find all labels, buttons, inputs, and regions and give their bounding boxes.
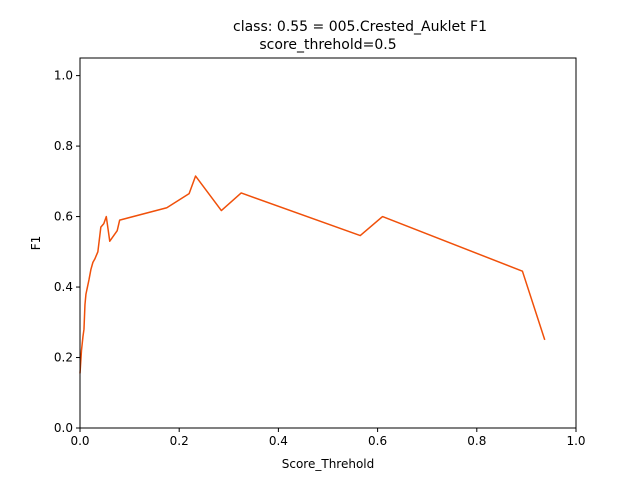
plot-area (79, 175, 546, 374)
plot-frame (79, 57, 577, 429)
x-axis-label: Score_Threhold (282, 457, 375, 471)
x-tick-label: 0.2 (170, 434, 189, 448)
y-tick-label: 0.4 (54, 280, 73, 294)
chart-title: class: 0.55 = 005.Crested_Auklet F1 (233, 19, 487, 35)
x-tick-label: 0.8 (467, 434, 486, 448)
x-tick-label: 0.6 (368, 434, 387, 448)
series-line-0 (79, 175, 546, 374)
y-tick-label: 0.2 (54, 351, 73, 365)
y-axis: 0.0 0.2 0.4 0.6 0.8 1.0 (54, 69, 80, 435)
chart-subtitle: score_threhold=0.5 (259, 37, 396, 53)
y-tick-label: 0.6 (54, 210, 73, 224)
x-axis: 0.0 0.2 0.4 0.6 0.8 1.0 (70, 428, 586, 448)
x-tick-label: 0.4 (269, 434, 288, 448)
y-tick-label: 0.0 (54, 421, 73, 435)
y-axis-label: F1 (29, 236, 43, 251)
y-tick-label: 0.8 (54, 139, 73, 153)
x-tick-label: 0.0 (70, 434, 89, 448)
x-tick-label: 1.0 (566, 434, 585, 448)
y-tick-label: 1.0 (54, 69, 73, 83)
